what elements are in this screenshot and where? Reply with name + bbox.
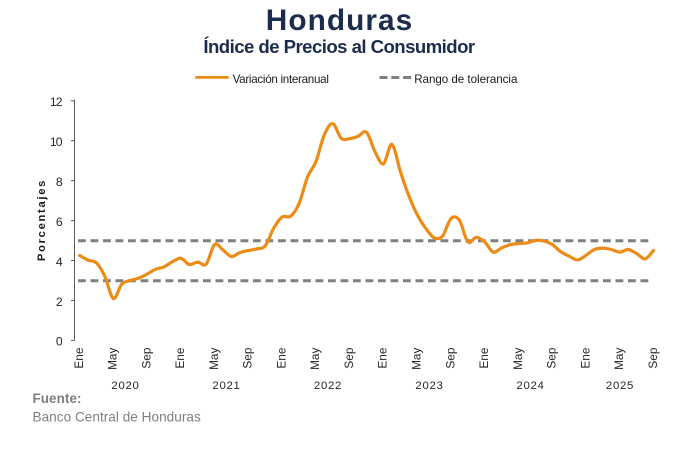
svg-text:Índice de Precios al Consumido: Índice de Precios al Consumidor <box>203 36 475 57</box>
svg-text:2: 2 <box>56 295 63 309</box>
svg-text:Ene: Ene <box>578 347 592 368</box>
svg-text:Porcentajes: Porcentajes <box>36 179 48 261</box>
svg-text:May: May <box>511 348 525 370</box>
svg-text:Variación interanual: Variación interanual <box>233 73 329 86</box>
svg-text:10: 10 <box>50 135 63 149</box>
svg-text:2020: 2020 <box>111 380 139 392</box>
svg-text:Ene: Ene <box>173 347 187 368</box>
svg-text:May: May <box>612 348 626 370</box>
svg-text:Ene: Ene <box>72 347 86 368</box>
svg-text:Honduras: Honduras <box>266 4 413 37</box>
svg-text:May: May <box>207 348 221 370</box>
svg-text:Sep: Sep <box>443 347 457 368</box>
svg-text:2021: 2021 <box>212 380 240 392</box>
svg-text:6: 6 <box>56 215 63 229</box>
svg-text:Sep: Sep <box>545 347 559 368</box>
svg-text:2024: 2024 <box>516 380 544 392</box>
svg-text:Sep: Sep <box>241 347 255 368</box>
svg-text:Sep: Sep <box>342 347 356 368</box>
svg-text:Sep: Sep <box>646 347 660 368</box>
svg-text:Sep: Sep <box>139 347 153 368</box>
svg-text:4: 4 <box>56 255 63 269</box>
svg-text:Fuente:: Fuente: <box>33 391 82 406</box>
svg-text:2025: 2025 <box>606 380 634 392</box>
svg-text:12: 12 <box>50 95 63 109</box>
svg-text:Rango de tolerancia: Rango de tolerancia <box>414 73 518 86</box>
svg-text:Ene: Ene <box>376 347 390 368</box>
svg-text:Ene: Ene <box>477 347 491 368</box>
svg-text:2022: 2022 <box>314 380 342 392</box>
svg-text:Ene: Ene <box>275 347 289 368</box>
svg-text:May: May <box>410 348 424 370</box>
svg-text:8: 8 <box>56 175 63 189</box>
svg-text:May: May <box>106 348 120 370</box>
svg-text:0: 0 <box>56 335 63 349</box>
svg-text:Banco Central de Honduras: Banco Central de Honduras <box>33 410 201 425</box>
svg-text:2023: 2023 <box>415 380 443 392</box>
svg-text:May: May <box>308 348 322 370</box>
